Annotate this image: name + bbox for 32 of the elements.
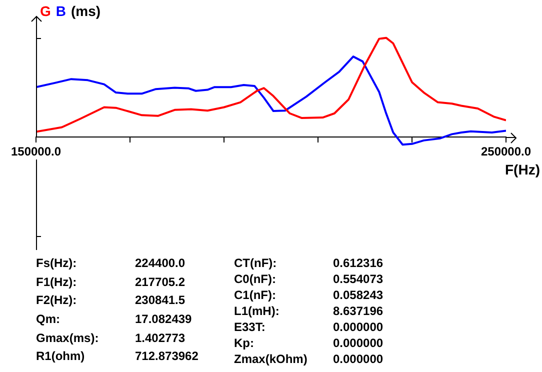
text: R1(ohm) xyxy=(36,349,86,366)
text: 217705.2 xyxy=(135,274,186,291)
text: 0.000000 xyxy=(333,320,384,334)
text: C0(nF): xyxy=(234,272,277,286)
text: 230841.5 xyxy=(135,293,186,310)
text: CT(nF): xyxy=(234,256,278,270)
y-axis-title: (ms) xyxy=(71,2,101,19)
x-tick-label: 150000.0 xyxy=(10,144,62,158)
x-axis-title: F(Hz) xyxy=(505,161,540,178)
text: E33T: xyxy=(234,320,266,334)
text: F1(Hz): xyxy=(36,274,78,291)
text: 17.082439 xyxy=(135,312,193,328)
text: B xyxy=(56,2,66,19)
x-tick-label: 250000.0 xyxy=(480,144,532,158)
text: 0.612316 xyxy=(333,256,384,270)
text: 0.000000 xyxy=(333,352,384,366)
text: Zmax(kOhm) xyxy=(234,352,308,366)
text: 712.873962 xyxy=(135,349,200,366)
text: Kp: xyxy=(234,336,255,350)
text: 224400.0 xyxy=(135,256,186,272)
text: 0.554073 xyxy=(333,272,384,286)
text: 1.402773 xyxy=(135,330,186,347)
text: G xyxy=(40,2,51,19)
text: Gmax(ms): xyxy=(36,330,100,347)
text: F2(Hz): xyxy=(36,293,78,310)
text: 0.000000 xyxy=(333,336,384,350)
text: L1(mH): xyxy=(234,304,280,318)
text: 8.637196 xyxy=(333,304,384,318)
text: Qm: xyxy=(36,312,61,328)
text: C1(nF): xyxy=(234,288,277,302)
text: Fs(Hz): xyxy=(36,256,78,272)
text: 0.058243 xyxy=(333,288,384,302)
